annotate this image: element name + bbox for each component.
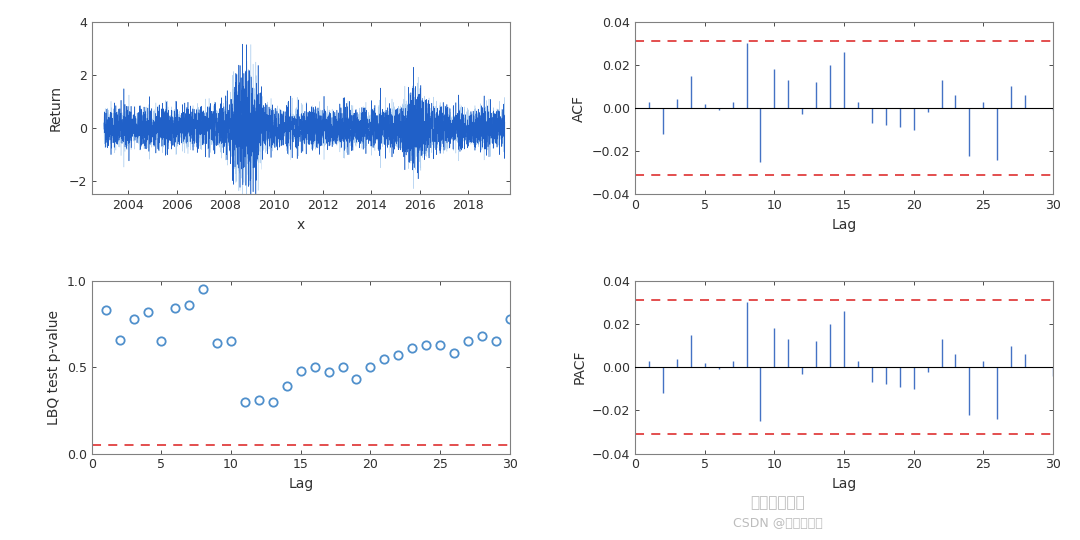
Text: CSDN @拓端研究室: CSDN @拓端研究室 [732,517,823,530]
X-axis label: Lag: Lag [832,218,856,232]
X-axis label: x: x [297,218,305,232]
Y-axis label: ACF: ACF [572,94,586,122]
X-axis label: Lag: Lag [288,477,313,491]
X-axis label: Lag: Lag [832,477,856,491]
Y-axis label: PACF: PACF [572,350,586,384]
Y-axis label: Return: Return [49,85,63,131]
Text: 拓端数据部落: 拓端数据部落 [751,495,805,510]
Y-axis label: LBQ test p-value: LBQ test p-value [48,310,62,424]
